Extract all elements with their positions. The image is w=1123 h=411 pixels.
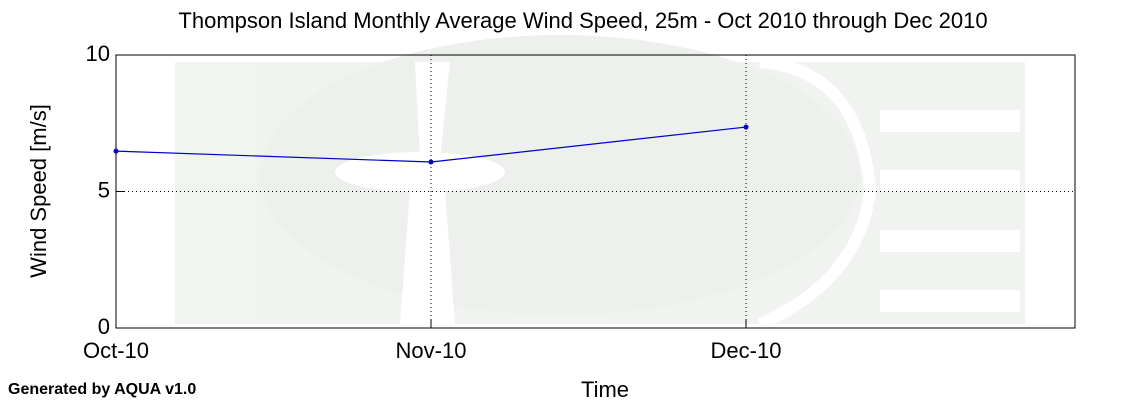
x-axis-label: Time (581, 377, 629, 402)
x-tick-label: Nov-10 (396, 338, 467, 363)
y-tick-label: 5 (98, 177, 110, 202)
x-tick-label: Dec-10 (711, 338, 782, 363)
y-axis-label: Wind Speed [m/s] (26, 104, 51, 278)
point (743, 124, 749, 130)
footer: Generated by AQUA v1.0 (8, 381, 196, 398)
watermark (175, 35, 1025, 330)
y-tick-label: 0 (98, 314, 110, 339)
point (113, 148, 119, 154)
x-tick-label: Oct-10 (83, 338, 149, 363)
y-tick-label: 10 (86, 41, 110, 66)
point (428, 159, 434, 165)
chart-title: Thompson Island Monthly Average Wind Spe… (178, 8, 987, 33)
